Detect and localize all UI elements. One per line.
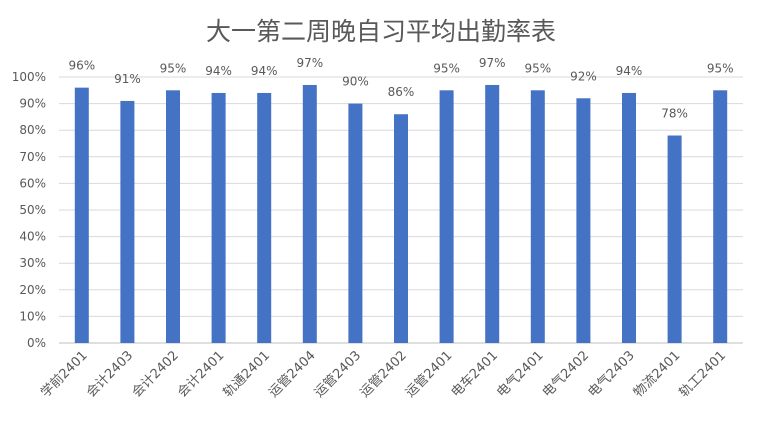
y-tick-label: 100% <box>12 70 46 84</box>
bar <box>530 90 545 343</box>
bar <box>667 135 682 343</box>
data-label: 92% <box>570 69 597 83</box>
x-tick-label: 会计2403 <box>84 348 136 400</box>
data-label: 95% <box>160 61 187 75</box>
y-tick-label: 90% <box>19 97 46 111</box>
bar <box>74 87 89 343</box>
x-tick-label: 电车2401 <box>448 348 501 401</box>
y-tick-label: 30% <box>19 256 46 270</box>
x-tick-label: 学前2401 <box>38 348 91 401</box>
bar <box>576 98 591 343</box>
bar <box>166 90 180 343</box>
data-label: 86% <box>388 85 415 99</box>
data-labels: 96% 91% 95% 94% 94% 97% 90% 86% 95% 97% 95% 92% 94% 7… <box>68 56 733 121</box>
y-tick-label: 0% <box>27 336 46 350</box>
y-tick-label: 70% <box>19 150 46 164</box>
bar <box>257 92 272 344</box>
data-label: 95% <box>707 61 734 75</box>
data-label: 94% <box>251 64 278 78</box>
x-tick-label: 物流2401 <box>631 348 683 400</box>
data-label: 90% <box>342 75 369 89</box>
data-label: 96% <box>68 59 95 73</box>
x-tick-label: 运管2401 <box>403 348 455 400</box>
bar <box>713 90 728 343</box>
x-tick-label: 轨通2401 <box>221 348 273 400</box>
x-tick-label: 电气2401 <box>494 348 547 401</box>
x-tick-label: 运管2403 <box>312 348 364 400</box>
y-tick-label: 60% <box>19 176 46 190</box>
bar <box>394 114 408 344</box>
chart-title: 大一第二周晚自习平均出勤率表 <box>206 17 556 46</box>
data-label: 97% <box>296 56 323 70</box>
x-tick-label: 电气2402 <box>539 348 592 401</box>
y-tick-label: 20% <box>19 283 46 297</box>
data-label: 95% <box>524 61 551 75</box>
bar <box>485 84 500 343</box>
bar <box>622 92 636 344</box>
x-tick-label: 运管2402 <box>357 348 409 400</box>
bar <box>211 92 226 344</box>
data-label: 95% <box>433 61 460 75</box>
x-axis: 学前2401会计2403会计2402会计2401轨通2401运管2404运管24… <box>38 348 729 401</box>
x-tick-label: 轨工2401 <box>677 348 729 400</box>
bar <box>120 100 135 343</box>
y-tick-label: 50% <box>19 203 46 217</box>
bars <box>74 84 728 344</box>
bar <box>348 103 363 343</box>
x-tick-label: 会计2401 <box>175 348 227 400</box>
data-label: 78% <box>661 107 688 121</box>
data-label: 94% <box>616 64 643 78</box>
x-tick-label: 运管2404 <box>266 348 318 400</box>
x-tick-label: 会计2402 <box>129 348 181 400</box>
data-label: 97% <box>479 56 506 70</box>
data-label: 94% <box>205 64 232 78</box>
bar <box>439 90 454 343</box>
y-tick-label: 80% <box>19 123 46 137</box>
y-tick-label: 40% <box>19 230 46 244</box>
bar <box>302 84 317 343</box>
x-tick-label: 电气2403 <box>585 348 638 401</box>
y-tick-label: 10% <box>19 309 46 323</box>
y-axis: 0% 10% 20% 30% 40% 50% 60% 70% 80% 90% 100% <box>12 70 46 350</box>
data-label: 91% <box>114 72 141 86</box>
